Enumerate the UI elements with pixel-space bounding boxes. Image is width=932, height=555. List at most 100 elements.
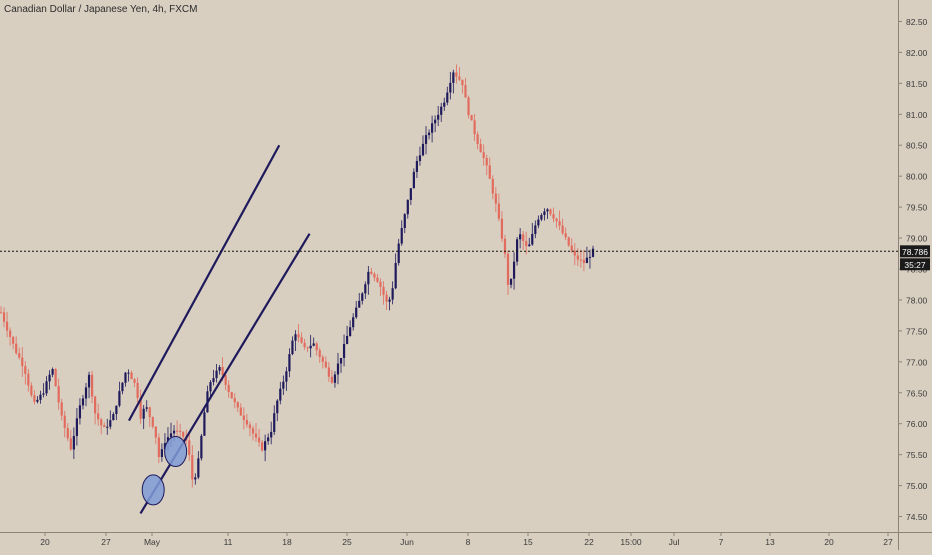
time-tick-label: 15:00 bbox=[620, 537, 642, 547]
candle-body bbox=[476, 134, 479, 145]
candle-body bbox=[519, 234, 522, 240]
candle-body bbox=[309, 345, 312, 349]
candle-body bbox=[509, 278, 513, 285]
candle-body bbox=[503, 238, 507, 254]
candle-body bbox=[461, 79, 464, 86]
candle-body bbox=[39, 394, 42, 400]
time-tick-label: 13 bbox=[765, 537, 775, 547]
candle-body bbox=[78, 405, 82, 419]
price-tick-label: 76.00 bbox=[906, 419, 928, 429]
candle-body bbox=[494, 193, 497, 204]
price-tick-label: 77.00 bbox=[906, 357, 928, 367]
candle-body bbox=[30, 385, 33, 396]
current-price-tag: 78.786 35:27 bbox=[900, 245, 930, 271]
candle-body bbox=[540, 215, 543, 220]
candle-body bbox=[430, 123, 434, 133]
upper-channel-line[interactable] bbox=[128, 144, 281, 422]
candle-body bbox=[97, 413, 100, 420]
candle-body bbox=[558, 221, 561, 226]
candle-body bbox=[591, 248, 595, 257]
candle-body bbox=[175, 430, 179, 432]
candle-body bbox=[87, 374, 91, 388]
candle-body bbox=[221, 367, 224, 376]
candle-body bbox=[333, 374, 337, 383]
candle-body bbox=[321, 357, 324, 362]
time-tick-label: May bbox=[144, 537, 161, 547]
candle-body bbox=[236, 402, 239, 408]
candle-body bbox=[0, 312, 3, 314]
price-tick-label: 74.50 bbox=[906, 512, 928, 522]
candle-body bbox=[458, 76, 461, 80]
time-tick-label: 20 bbox=[824, 537, 834, 547]
candle-body bbox=[48, 374, 51, 382]
pivot-circle-marker[interactable] bbox=[164, 436, 188, 468]
price-tick-label: 76.50 bbox=[906, 388, 928, 398]
candle-body bbox=[418, 155, 422, 162]
candle-body bbox=[588, 256, 592, 258]
candle-body bbox=[209, 382, 212, 392]
candle-body bbox=[324, 361, 327, 368]
candle-body bbox=[555, 218, 558, 222]
candle-body bbox=[528, 244, 531, 247]
candle-body bbox=[215, 370, 218, 379]
candle-body bbox=[179, 430, 182, 432]
candle-body bbox=[115, 405, 118, 415]
candle-body bbox=[124, 372, 127, 383]
candlestick-series bbox=[0, 64, 595, 488]
candle-body bbox=[212, 378, 215, 383]
candle-body bbox=[300, 337, 303, 343]
time-tick-label: Jun bbox=[400, 537, 414, 547]
candle-body bbox=[567, 237, 570, 246]
time-tick-label: 27 bbox=[101, 537, 111, 547]
candle-body bbox=[169, 433, 173, 438]
candle-body bbox=[270, 431, 273, 438]
candle-body bbox=[449, 82, 452, 93]
candle-body bbox=[188, 440, 191, 456]
candle-body bbox=[485, 157, 488, 166]
candle-body bbox=[203, 412, 206, 436]
candle-body bbox=[127, 372, 130, 374]
candle-body bbox=[452, 72, 455, 83]
candle-body bbox=[273, 413, 276, 432]
candle-body bbox=[379, 281, 382, 287]
price-axis[interactable]: 82.50 82.00 81.50 81.00 80.50 80.00 79.50 79.00… bbox=[898, 0, 928, 550]
candle-body bbox=[318, 350, 321, 358]
candle-body bbox=[130, 372, 133, 380]
candle-body bbox=[106, 426, 109, 428]
candle-body bbox=[315, 343, 318, 351]
candle-body bbox=[69, 438, 72, 450]
candle-body bbox=[497, 203, 500, 219]
candle-body bbox=[546, 209, 549, 212]
candle-body bbox=[403, 214, 406, 229]
drawing-annotations[interactable] bbox=[128, 144, 311, 515]
candle-body bbox=[103, 425, 106, 428]
price-tick-label: 78.00 bbox=[906, 295, 928, 305]
candle-body bbox=[434, 119, 437, 124]
time-tick-label: 7 bbox=[719, 537, 724, 547]
candle-body bbox=[382, 286, 385, 295]
candle-body bbox=[94, 396, 97, 414]
time-tick-label: 11 bbox=[224, 537, 233, 547]
candle-body bbox=[291, 340, 294, 355]
candle-body bbox=[415, 161, 419, 172]
candle-body bbox=[27, 373, 30, 386]
candle-body bbox=[294, 334, 297, 341]
candle-body bbox=[182, 431, 185, 437]
price-tick-label: 77.50 bbox=[906, 326, 928, 336]
candle-body bbox=[15, 343, 18, 354]
candle-body bbox=[42, 393, 45, 395]
candle-body bbox=[370, 271, 373, 274]
candle-body bbox=[421, 143, 425, 156]
time-tick-label: 22 bbox=[584, 537, 594, 547]
candle-body bbox=[54, 369, 57, 387]
candle-body bbox=[133, 379, 136, 383]
time-axis[interactable]: 20 27 May 11 18 25 Jun 8 15 22 15:00 Jul 7 13 20 27 bbox=[0, 532, 932, 547]
candle-body bbox=[57, 386, 60, 403]
price-tick-label: 82.00 bbox=[906, 48, 928, 58]
candle-body bbox=[36, 399, 39, 402]
lower-channel-line[interactable] bbox=[139, 233, 311, 515]
candle-body bbox=[239, 407, 242, 416]
pivot-circle-marker[interactable] bbox=[141, 474, 165, 506]
